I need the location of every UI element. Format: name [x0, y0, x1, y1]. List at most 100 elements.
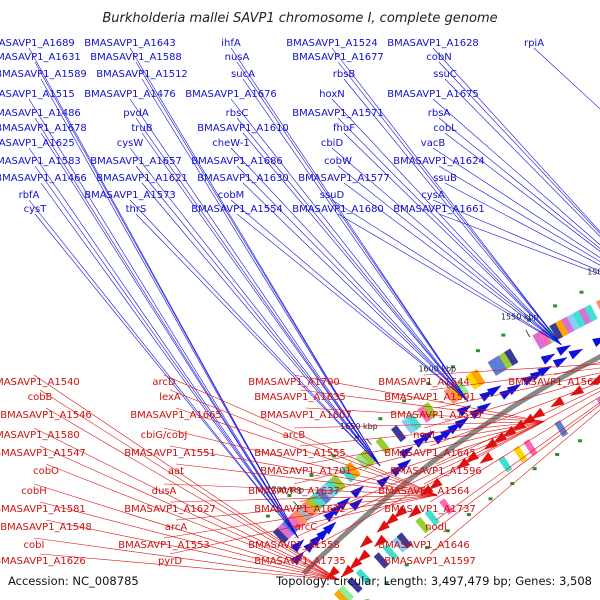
forward-gene-arrow	[537, 365, 553, 377]
cog-feature-block	[504, 348, 519, 366]
gene-label: cheW-1	[212, 138, 249, 149]
gene-leader-line	[553, 361, 600, 376]
gene-label: BMASAVP1_A1645	[384, 448, 476, 459]
gene-label: BMASAVP1_A1643	[84, 38, 176, 49]
gene-leader-line	[141, 182, 381, 467]
cog-feature-block	[523, 439, 538, 456]
gene-label: BMASAVP1_A1564	[378, 486, 470, 497]
gene-label: BMASAVP1_A1596	[390, 466, 482, 477]
gene-leader-line	[299, 421, 545, 555]
gene-leader-line	[129, 98, 381, 467]
gc-marker	[426, 382, 431, 385]
gene-leader-line	[429, 382, 600, 447]
gene-label: BMASAVP1_A1646	[378, 540, 470, 551]
gene-leader-line	[432, 199, 600, 272]
gc-marker	[404, 563, 409, 567]
gc-marker	[331, 454, 336, 458]
gene-label: BMASAVP1_A1635	[254, 392, 346, 403]
gene-label: BMASAVP1_A1627	[124, 504, 216, 515]
gene-leader-line	[34, 117, 299, 539]
gene-label: BMASAVP1_A1676	[185, 89, 277, 100]
cog-feature-block	[498, 351, 513, 370]
cog-feature-block	[272, 527, 289, 544]
gene-leader-line	[444, 78, 600, 237]
cog-feature-block	[554, 420, 569, 438]
gene-label: BMASAVP1_A1486	[0, 108, 81, 119]
gene-label: BMASAVP1_A1665	[130, 410, 222, 421]
gene-leader-line	[429, 396, 600, 503]
gene-leader-line	[169, 494, 437, 503]
gene-label: pvdA	[123, 108, 149, 119]
gene-label: fhuF	[333, 123, 355, 134]
gene-leader-line	[169, 494, 437, 555]
reverse-gene-arrow	[530, 407, 546, 419]
gene-leader-line	[242, 132, 469, 402]
reverse-gene-arrow	[569, 385, 585, 396]
gene-label: BMASAVP1_A1612	[254, 504, 346, 515]
gene-leader-line	[45, 519, 339, 581]
gene-label: rpiA	[524, 38, 544, 49]
map-title: Burkholderia mallei SAVP1 chromosome I, …	[102, 11, 497, 26]
gene-leader-line	[236, 165, 469, 402]
gene-label: BMASAVP1_A1551	[124, 448, 216, 459]
cog-feature-block	[347, 577, 363, 593]
cog-feature-block	[454, 379, 470, 397]
cog-feature-block	[443, 387, 459, 405]
gene-label: BMASAVP1_A1547	[0, 448, 86, 459]
gene-label: BMASAVP1_A1735	[254, 556, 346, 567]
gene-leader-line	[533, 47, 600, 110]
topology-text: Topology: circular; Length: 3,497,479 bp…	[276, 574, 592, 588]
gene-label: BMASAVP1_A1476	[84, 89, 176, 100]
gene-leader-line	[129, 199, 381, 467]
gene-label: ihfA	[221, 38, 241, 49]
cog-feature-block	[471, 369, 486, 387]
scale-tick	[293, 501, 300, 508]
cog-feature-block	[315, 487, 332, 504]
gene-leader-line	[438, 117, 600, 249]
gene-label: BMASAVP1_A1555	[254, 448, 346, 459]
gene-label: BMASAVP1_A1540	[0, 377, 80, 388]
gene-leader-line	[141, 78, 381, 467]
gene-leader-line	[423, 363, 600, 376]
gene-label: BMASAVP1_A1700	[248, 377, 340, 388]
cog-feature-block	[373, 552, 390, 569]
gene-label: BMASAVP1_A1677	[292, 52, 384, 63]
gene-label: dusA	[152, 486, 177, 497]
gene-leader-line	[305, 421, 545, 521]
gene-label: ssuD	[320, 190, 345, 201]
gene-label: BMASAVP1_A1554	[191, 204, 283, 215]
gene-leader-line	[432, 147, 600, 258]
cog-feature-block	[584, 304, 598, 322]
gene-label: BMASAVP1_A1701	[260, 466, 352, 477]
gene-leader-line	[39, 501, 339, 581]
gene-label: BMASAVP1_A1566	[508, 377, 600, 388]
gene-leader-line	[39, 553, 339, 581]
gene-leader-line	[175, 463, 437, 496]
gc-marker	[553, 304, 558, 308]
gene-label: BMASAVP1_A1678	[0, 123, 87, 134]
cog-feature-block	[310, 491, 327, 509]
gene-leader-line	[343, 132, 562, 345]
reverse-gene-arrow	[589, 374, 600, 385]
cog-feature-block	[498, 455, 513, 473]
gene-leader-line	[33, 427, 339, 581]
gene-label: BMASAVP1_A1689	[0, 38, 75, 49]
gene-leader-line	[299, 389, 545, 422]
gene-leader-line	[331, 47, 562, 345]
forward-gene-arrow	[398, 446, 414, 459]
cog-feature-block	[333, 589, 349, 600]
gene-leader-line	[429, 409, 600, 555]
gene-leader-line	[40, 182, 299, 539]
gene-leader-line	[293, 421, 545, 485]
reverse-gene-arrow	[502, 425, 517, 438]
gene-leader-line	[163, 483, 437, 496]
gene-label: BMASAVP1_A1548	[0, 522, 92, 533]
gene-label: cobB	[28, 392, 53, 403]
reverse-gene-arrow	[393, 505, 408, 519]
gene-label: hoxN	[319, 89, 345, 100]
gene-label: BMASAVP1_A1588	[90, 52, 182, 63]
gene-leader-line	[432, 47, 600, 232]
gene-leader-line	[337, 117, 562, 345]
gc-marker	[527, 318, 531, 322]
cog-feature-block	[338, 585, 354, 600]
